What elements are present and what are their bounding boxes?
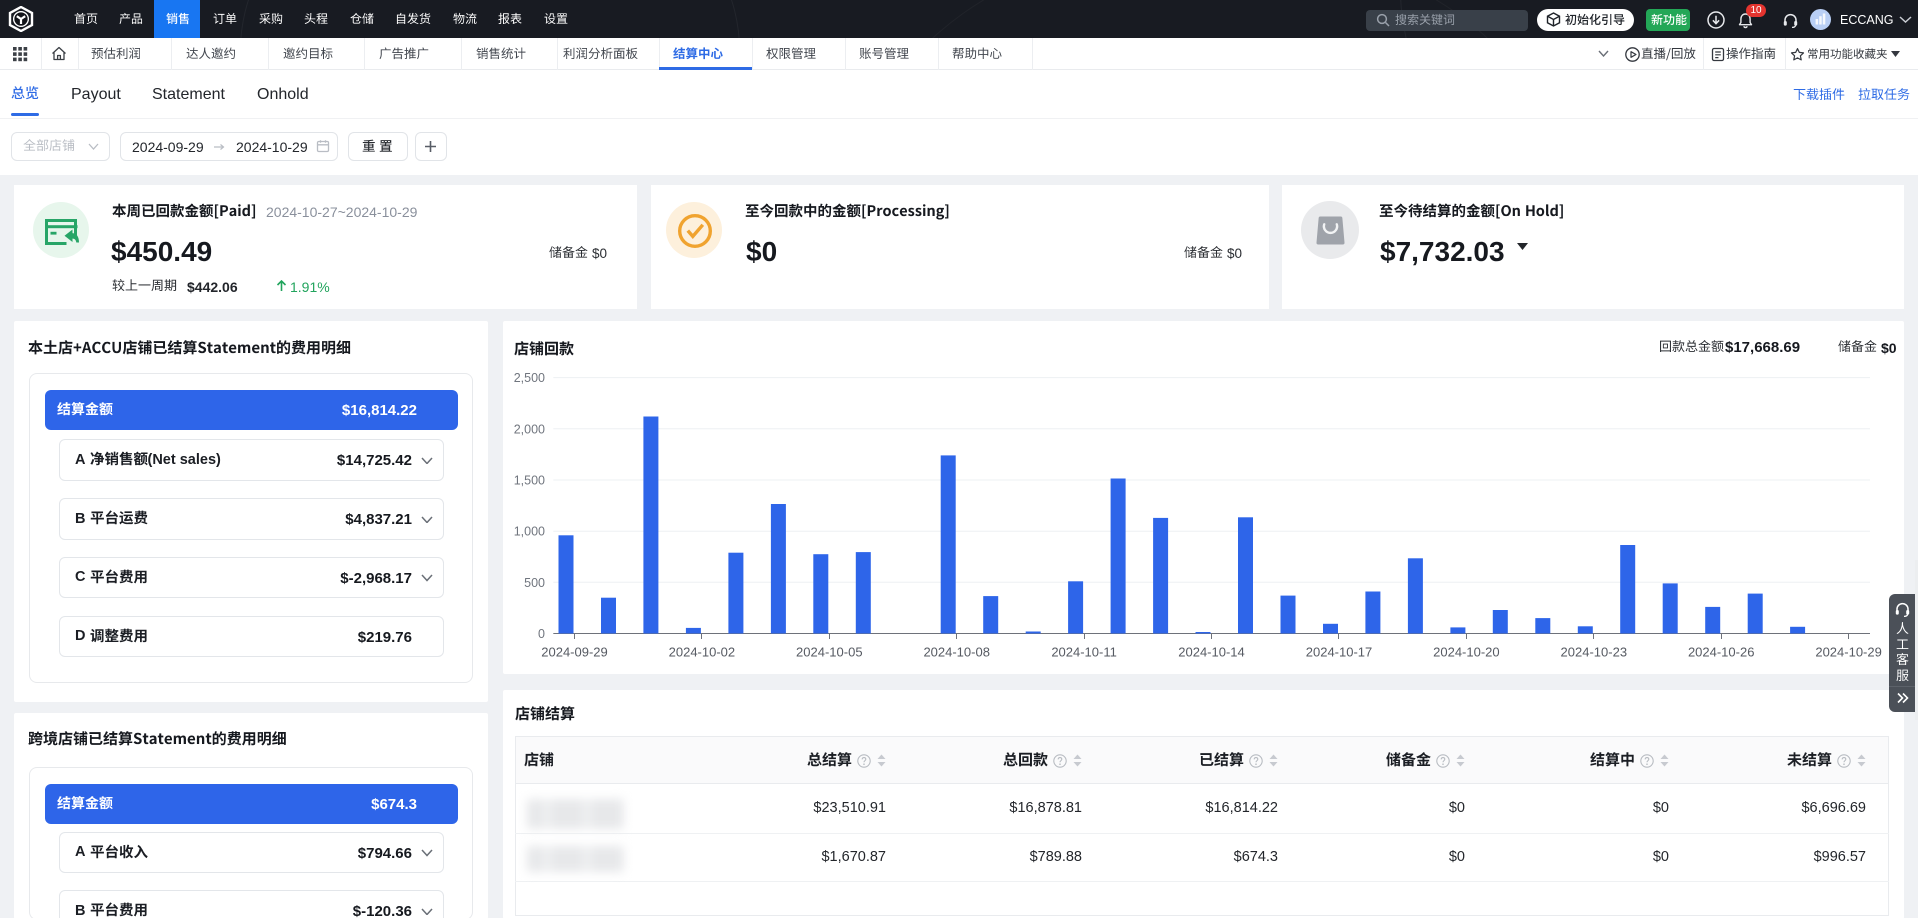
svg-text:0: 0: [538, 627, 545, 641]
svg-text:2024-10-17: 2024-10-17: [1306, 645, 1373, 660]
svg-text:2024-10-29: 2024-10-29: [1815, 645, 1882, 660]
svg-text:2024-10-11: 2024-10-11: [1051, 645, 1117, 660]
svg-text:2024-10-14: 2024-10-14: [1178, 645, 1245, 660]
svg-text:2,500: 2,500: [514, 371, 545, 385]
svg-text:2024-10-20: 2024-10-20: [1433, 645, 1500, 660]
svg-text:1,000: 1,000: [514, 525, 545, 539]
svg-text:2024-10-23: 2024-10-23: [1561, 645, 1628, 660]
svg-text:2024-10-08: 2024-10-08: [923, 645, 990, 660]
svg-text:2024-10-02: 2024-10-02: [669, 645, 736, 660]
svg-text:2024-10-05: 2024-10-05: [796, 645, 863, 660]
svg-text:2024-10-26: 2024-10-26: [1688, 645, 1755, 660]
svg-text:2,000: 2,000: [514, 422, 545, 436]
svg-text:1,500: 1,500: [514, 474, 545, 488]
svg-text:2024-09-29: 2024-09-29: [541, 645, 608, 660]
svg-text:500: 500: [524, 576, 545, 590]
